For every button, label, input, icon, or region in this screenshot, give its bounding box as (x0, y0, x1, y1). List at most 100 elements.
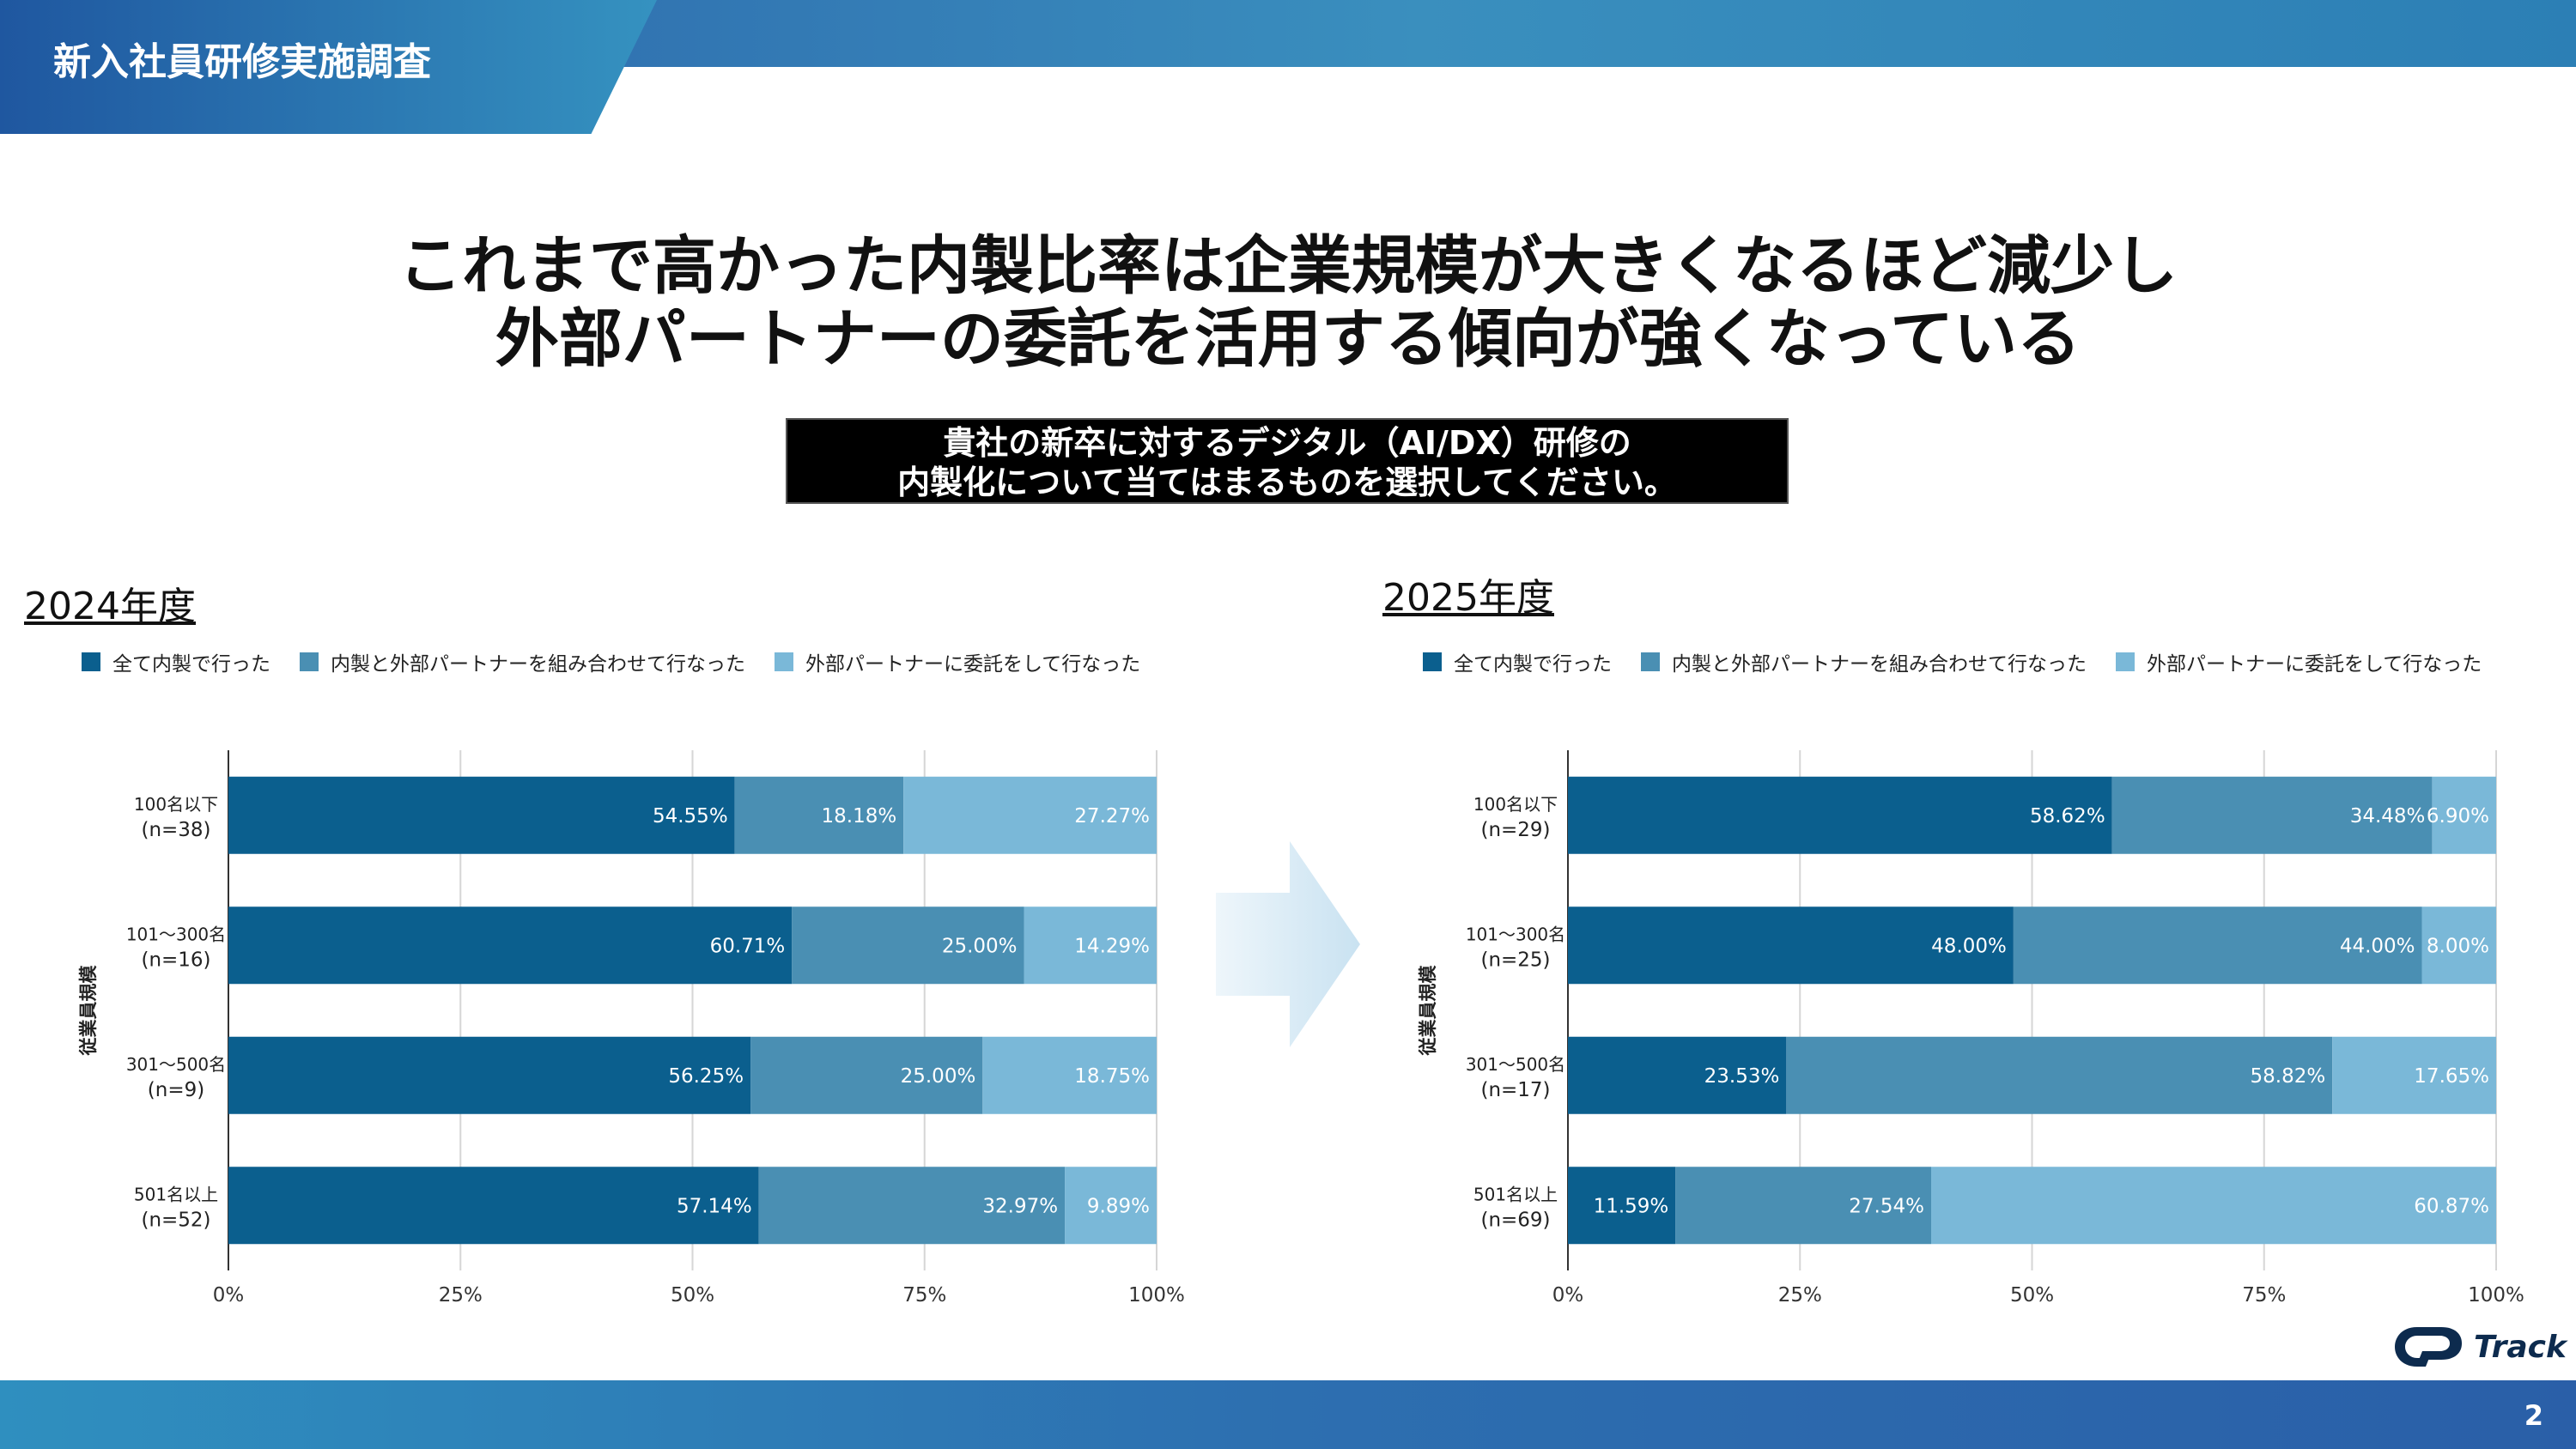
data-label: 14.29% (1074, 935, 1150, 957)
legend-label: 内製と外部パートナーを組み合わせて行なった (331, 653, 745, 676)
headline-line-1: これまで高かった内製比率は企業規模が大きくなるほど減少し (398, 229, 2178, 303)
headline-line-2: 外部パートナーの委託を活用する傾向が強くなっている (495, 302, 2081, 376)
bar-segment (1568, 1167, 1676, 1245)
bar-segment (228, 776, 735, 854)
legend-swatch (300, 652, 319, 671)
page-header-title: 新入社員研修実施調査 (53, 40, 431, 84)
category-n-label: (n=17) (1480, 1079, 1550, 1101)
bar-segment (1568, 776, 2112, 854)
chart-title-2024: 2024年度 (24, 585, 196, 628)
data-label: 11.59% (1594, 1195, 1669, 1217)
x-tick-label: 75% (2242, 1284, 2286, 1307)
data-label: 8.00% (2427, 935, 2489, 957)
header-tab (0, 0, 657, 134)
x-tick-label: 100% (1128, 1284, 1185, 1307)
legend-label: 外部パートナーに委託をして行なった (805, 653, 1141, 676)
bar-segment (1568, 906, 2014, 985)
legend-item: 外部パートナーに委託をして行なった (2116, 647, 2482, 676)
data-label: 18.18% (822, 805, 897, 828)
legend-label: 全て内製で行った (112, 653, 270, 676)
legend-item: 外部パートナーに委託をして行なった (775, 647, 1140, 676)
arrow-right-icon (1216, 841, 1360, 1047)
data-label: 23.53% (1704, 1065, 1780, 1088)
y-axis-label: 従業員規模 (78, 965, 99, 1057)
data-label: 27.54% (1849, 1195, 1924, 1217)
bar-segment (903, 776, 1157, 854)
company-logo: Track (2391, 1320, 2567, 1373)
bar-segment (2111, 776, 2433, 854)
bottom-bar (0, 1380, 2576, 1449)
data-label: 17.65% (2414, 1065, 2489, 1088)
x-tick-label: 25% (1778, 1284, 1822, 1307)
data-label: 54.55% (653, 805, 728, 828)
survey-question-line-1: 貴社の新卒に対するデジタル（AI/DX）研修の (943, 424, 1631, 462)
bar-segment (228, 906, 793, 985)
category-label: 501名以上 (134, 1184, 218, 1204)
x-tick-label: 75% (902, 1284, 946, 1307)
bar-segment (2432, 776, 2496, 854)
category-n-label: (n=38) (141, 819, 210, 841)
legend-item: 内製と外部パートナーを組み合わせて行なった (1641, 647, 2087, 676)
bar-segment (1024, 906, 1157, 985)
legend-swatch (1423, 652, 1442, 671)
bar-segment (758, 1167, 1066, 1245)
stacked-bar-chart-2025: 0% 25% 50% 75% 100% 従業員規模 58.62% 34.48% 6.90% 100… (1418, 750, 2524, 1307)
data-label: 27.27% (1074, 805, 1150, 828)
data-label: 34.48% (2350, 805, 2426, 828)
category-n-label: (n=69) (1480, 1209, 1550, 1231)
category-label: 501名以上 (1473, 1184, 1558, 1204)
bar-segment (982, 1036, 1157, 1114)
data-label: 9.89% (1087, 1195, 1150, 1217)
chart-title-2025: 2025年度 (1382, 576, 1554, 620)
legend-item: 全て内製で行った (82, 647, 270, 676)
legend-2025: 全て内製で行った 内製と外部パートナーを組み合わせて行なった 外部パートナーに委… (1423, 647, 2482, 676)
cp-logo-icon (2395, 1327, 2462, 1367)
category-n-label: (n=16) (141, 949, 210, 971)
x-tick-label: 0% (1552, 1284, 1584, 1307)
survey-question-line-2: 内製化について当てはまるものを選択してください。 (897, 464, 1677, 501)
legend-swatch (1641, 652, 1660, 671)
legend-label: 内製と外部パートナーを組み合わせて行なった (1672, 653, 2087, 676)
page-number: 2 (2524, 1399, 2543, 1432)
data-label: 56.25% (668, 1065, 744, 1088)
x-tick-label: 25% (439, 1284, 483, 1307)
category-n-label: (n=29) (1480, 819, 1550, 841)
legend-swatch (82, 652, 100, 671)
legend-label: 全て内製で行った (1454, 653, 1612, 676)
category-label: 101～300名 (1466, 924, 1565, 944)
data-label: 48.00% (1931, 935, 2007, 957)
category-n-label: (n=25) (1480, 949, 1550, 971)
legend-label: 外部パートナーに委託をして行なった (2147, 653, 2482, 676)
category-n-label: (n=9) (148, 1079, 204, 1101)
legend-swatch (775, 652, 793, 671)
data-label: 60.71% (710, 935, 786, 957)
data-label: 58.82% (2251, 1065, 2326, 1088)
category-label: 100名以下 (1473, 794, 1558, 815)
data-label: 44.00% (2340, 935, 2415, 957)
bar-segment (228, 1167, 759, 1245)
bar-segment (1675, 1167, 1931, 1245)
category-label: 301～500名 (126, 1054, 226, 1075)
bar-segment (2013, 906, 2422, 985)
legend-swatch (2116, 652, 2135, 671)
category-label: 100名以下 (134, 794, 218, 815)
bar-segment (2421, 906, 2496, 985)
data-label: 57.14% (677, 1195, 752, 1217)
survey-question-box: 貴社の新卒に対するデジタル（AI/DX）研修の 内製化について当てはまるものを選… (786, 418, 1789, 504)
bar-segment (792, 906, 1024, 985)
bar-segment (1568, 1036, 1787, 1114)
data-label: 60.87% (2414, 1195, 2489, 1217)
category-label: 101～300名 (126, 924, 226, 944)
category-label: 301～500名 (1466, 1054, 1565, 1075)
x-tick-label: 50% (2010, 1284, 2054, 1307)
bar-segment (228, 1036, 751, 1114)
data-label: 58.62% (2030, 805, 2105, 828)
stacked-bar-chart-2024: 0% 25% 50% 75% 100% 従業員規模 54.55% 18.18% 27.27% 10… (78, 750, 1185, 1307)
bar-segment (750, 1036, 983, 1114)
legend-item: 全て内製で行った (1423, 647, 1612, 676)
bar-segment (1930, 1167, 2496, 1245)
data-label: 25.00% (942, 935, 1018, 957)
legend-2024: 全て内製で行った 内製と外部パートナーを組み合わせて行なった 外部パートナーに委… (82, 647, 1140, 676)
bar-segment (734, 776, 904, 854)
data-label: 32.97% (982, 1195, 1058, 1217)
